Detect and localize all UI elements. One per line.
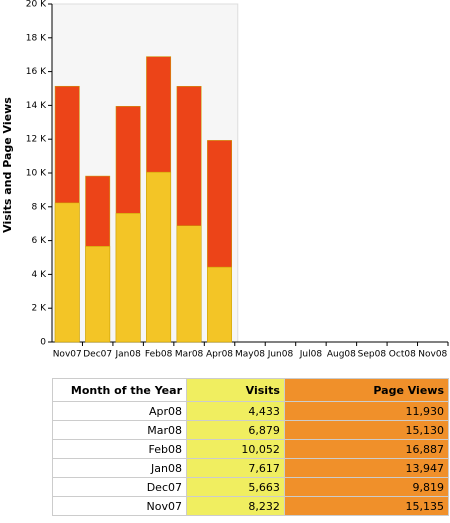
x-tick-label: Mar08 — [175, 350, 204, 360]
x-tick-label: Nov07 — [53, 350, 82, 360]
bar — [115, 213, 141, 343]
table-cell: 15,135 — [283, 496, 450, 516]
table-cell: Dec07 — [52, 477, 187, 497]
table-cell: 9,819 — [283, 477, 450, 497]
data-table: Month of the Year Visits Page Views Apr08 4,… — [52, 378, 450, 516]
table-cell: 16,887 — [283, 439, 450, 459]
y-tick-label: 0 — [40, 338, 46, 348]
bar — [54, 202, 80, 343]
chart: Visits and Page Views 0 2 K 4 K 6 K 8 K 10 K 1… — [1, 0, 449, 360]
x-tick-label: Oct08 — [389, 350, 416, 360]
header-cell: Month of the Year — [52, 378, 187, 402]
table-cell: 7,617 — [186, 458, 285, 478]
bar — [176, 225, 202, 343]
table-row: Mar08 6,879 15,130 — [52, 420, 450, 440]
x-tick-label: Jan08 — [114, 350, 141, 360]
table-row: Nov07 8,232 15,135 — [52, 496, 450, 516]
table-cell: 13,947 — [283, 458, 450, 478]
table-cell: 4,433 — [186, 401, 285, 421]
table-cell: 15,130 — [283, 420, 450, 440]
bar — [207, 266, 232, 343]
table-cell: Jan08 — [52, 458, 187, 478]
x-tick-label: Dec07 — [83, 350, 112, 360]
table-cell: 8,232 — [186, 496, 285, 516]
header-cell: Visits — [186, 378, 285, 402]
y-tick-label: 18 K — [26, 33, 47, 43]
table-row: Apr08 4,433 11,930 — [52, 401, 450, 421]
y-tick-label: 16 K — [26, 67, 47, 77]
y-tick-label: 12 K — [26, 135, 47, 145]
table-row: Dec07 5,663 9,819 — [52, 477, 450, 497]
table-cell: Apr08 — [52, 401, 187, 421]
y-tick-label: 2 K — [32, 304, 48, 314]
table-cell: 5,663 — [186, 477, 285, 497]
bar — [85, 246, 111, 343]
x-tick-label: Aug08 — [327, 350, 356, 360]
plot-background — [51, 3, 239, 343]
table-cell: Nov07 — [52, 496, 187, 516]
y-tick-label: 10 K — [26, 169, 47, 179]
y-tick-label: 8 K — [32, 202, 48, 212]
x-tick-label: Nov08 — [418, 350, 447, 360]
x-tick-label: May08 — [235, 350, 265, 360]
table-row: Jan08 7,617 13,947 — [52, 458, 450, 478]
table-cell: 6,879 — [186, 420, 285, 440]
table-cell: 10,052 — [186, 439, 285, 459]
x-tick-label: Feb08 — [145, 350, 173, 360]
x-tick-label: Jul08 — [299, 350, 323, 360]
y-tick-label: 20 K — [26, 0, 47, 10]
table-cell: 11,930 — [283, 401, 450, 421]
y-tick-label: 14 K — [26, 101, 47, 111]
header-cell: Page Views — [283, 378, 450, 402]
bar — [146, 171, 172, 343]
x-tick-label: Jun08 — [267, 350, 294, 360]
x-tick-label: Sep08 — [358, 350, 387, 360]
y-tick-label: 6 K — [32, 236, 48, 246]
header-row: Month of the Year Visits Page Views — [52, 378, 450, 402]
x-tick-label: Apr08 — [206, 350, 233, 360]
table-cell: Mar08 — [52, 420, 187, 440]
y-tick-label: 4 K — [32, 270, 48, 280]
table-row: Feb08 10,052 16,887 — [52, 439, 450, 459]
table-cell: Feb08 — [52, 439, 187, 459]
y-axis-label: Visits and Page Views — [1, 97, 14, 233]
